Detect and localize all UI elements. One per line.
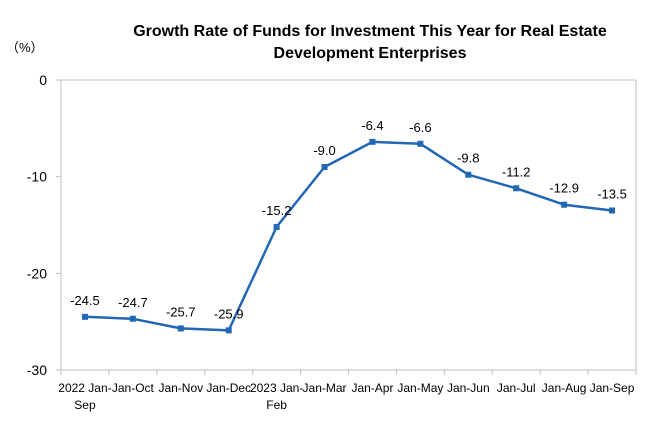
chart-title-line-2: Development Enterprises — [274, 45, 467, 62]
data-point — [273, 223, 280, 230]
data-label: -13.5 — [597, 187, 627, 202]
series-line — [84, 140, 613, 332]
x-tick-label: 2022 Jan- — [58, 381, 111, 395]
data-point — [225, 327, 232, 334]
data-label: -9.8 — [457, 151, 479, 166]
y-tick-label: 0 — [39, 72, 47, 88]
x-tick-label: Jan-Jun — [447, 381, 490, 395]
x-tick-label: Jan-Apr — [351, 381, 393, 395]
y-tick-label: -20 — [27, 265, 47, 281]
data-label: -9.0 — [313, 143, 335, 158]
y-tick-label: -30 — [27, 362, 47, 378]
x-tick-label: Sep — [74, 398, 96, 412]
x-tick-label: Jan-Oct — [112, 381, 155, 395]
data-point — [417, 140, 424, 147]
x-tick-label: Jan-May — [397, 381, 443, 395]
x-tick-label: 2023 Jan- — [250, 381, 303, 395]
data-label: -11.2 — [502, 164, 531, 179]
data-point — [513, 185, 520, 192]
series-marks: -24.5 -24.7 -25.7 -25.9 -15.2 -9.0 -6.4 -6.6 -9.… — [70, 118, 627, 334]
y-unit-label: （%） — [6, 40, 44, 55]
data-label: -15.2 — [262, 203, 292, 218]
data-label: -24.7 — [118, 295, 148, 310]
data-point — [465, 171, 472, 178]
data-label: -25.7 — [166, 304, 196, 319]
x-tick-label: Jan-Sep — [590, 381, 635, 395]
data-label: -24.5 — [70, 293, 100, 308]
data-label: -6.4 — [361, 118, 383, 133]
data-label: -25.9 — [214, 306, 244, 321]
data-label: -6.6 — [409, 120, 431, 135]
x-tick-label: Jan-Jul — [497, 381, 536, 395]
data-point — [81, 313, 88, 320]
x-tick-label: Jan-Aug — [542, 381, 587, 395]
x-tick-label: Jan-Nov — [158, 381, 203, 395]
data-point — [369, 138, 376, 145]
data-point — [321, 164, 328, 170]
x-tick-label: Feb — [266, 398, 287, 412]
data-label: -12.9 — [549, 181, 579, 196]
data-point — [177, 325, 184, 332]
data-point — [561, 201, 568, 208]
x-tick-label: Jan-Mar — [303, 381, 347, 395]
plot-area-frame — [60, 79, 637, 371]
chart-title-line-1: Growth Rate of Funds for Investment This… — [133, 23, 607, 40]
y-tick-label: -10 — [27, 169, 47, 185]
x-tick-label: Jan-Dec — [206, 381, 251, 395]
data-point — [609, 207, 616, 214]
data-point — [129, 315, 136, 322]
